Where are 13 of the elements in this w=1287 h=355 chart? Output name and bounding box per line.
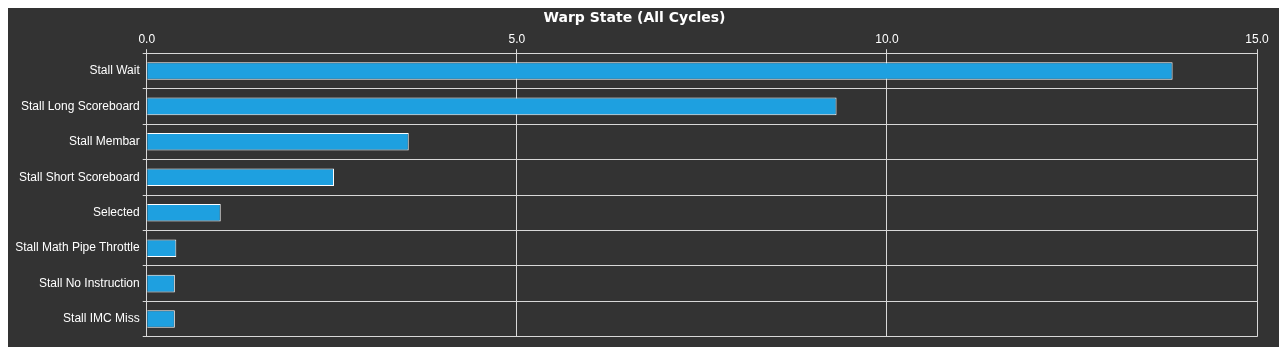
y-tick-label: Stall Wait	[89, 63, 141, 78]
y-tick-label: Stall Membar	[69, 134, 140, 149]
chart-title: Warp State (All Cycles)	[543, 9, 726, 26]
x-tick-label: 0.0	[138, 32, 156, 47]
y-tick-label: Stall Math Pipe Throttle	[15, 240, 141, 255]
y-tick-label: Stall Long Scoreboard	[20, 98, 140, 113]
x-tick-label: 5.0	[508, 32, 526, 47]
x-tick-label: 10.0	[875, 32, 899, 47]
y-tick-label: Stall Short Scoreboard	[18, 169, 140, 184]
y-tick-label: Stall No Instruction	[39, 275, 140, 290]
y-tick-label: Stall IMC Miss	[63, 311, 140, 326]
x-tick-label: 15.0	[1245, 32, 1269, 47]
y-tick-label: Selected	[93, 205, 140, 220]
